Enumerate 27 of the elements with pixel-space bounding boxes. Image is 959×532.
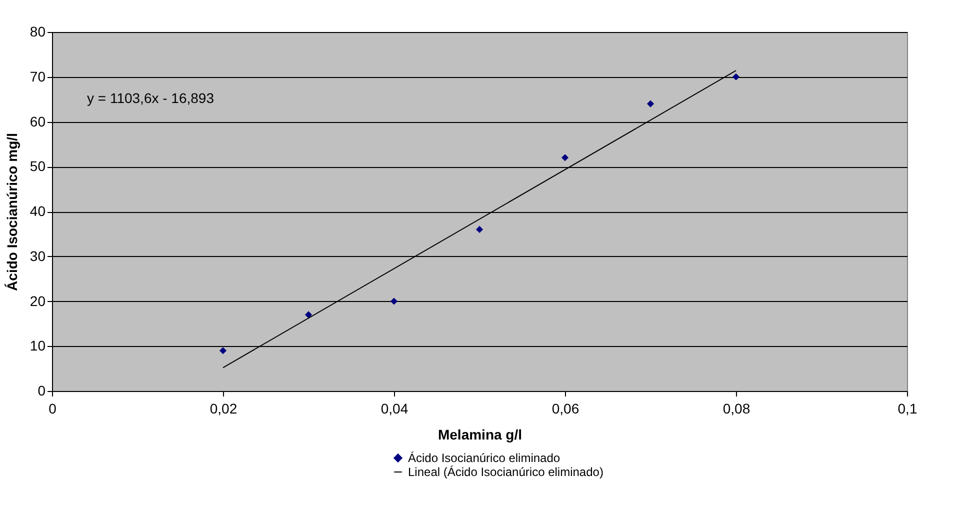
y-tick-label: 10 xyxy=(30,338,46,354)
point xyxy=(304,311,312,318)
x-axis-title: Melamina g/l xyxy=(438,426,522,442)
y-tick-label: 40 xyxy=(30,203,46,219)
y-tick-label: 20 xyxy=(30,292,46,309)
point xyxy=(646,100,654,108)
point xyxy=(476,226,484,233)
point xyxy=(732,73,740,80)
x-tick-label: 0,1 xyxy=(898,400,918,416)
x-tick-label: 0,02 xyxy=(210,400,238,416)
x-tick-label: 0,08 xyxy=(722,400,750,416)
legend-label: Ácido Isocianúrico eliminado xyxy=(408,451,560,465)
y-tick-label: 30 xyxy=(30,248,46,264)
y-tick-label: 80 xyxy=(30,24,46,40)
y-tick-label: 0 xyxy=(38,382,46,398)
point xyxy=(561,154,569,162)
annotation: y = 1103,6x - 16,893 xyxy=(87,90,214,106)
y-tick-label: 60 xyxy=(30,113,46,130)
y-tick-label: 50 xyxy=(30,158,46,174)
legend-label: Lineal (Ácido Isocianúrico eliminado) xyxy=(408,465,604,479)
point xyxy=(390,298,398,305)
y-axis-title: Ácido Isocianúrico mg/l xyxy=(4,133,20,291)
x-tick-label: 0,04 xyxy=(380,400,408,416)
x-tick-label: 0,06 xyxy=(552,400,580,416)
point xyxy=(219,347,227,354)
y-tick-label: 70 xyxy=(30,68,46,84)
x-tick-label: 0 xyxy=(48,400,57,416)
